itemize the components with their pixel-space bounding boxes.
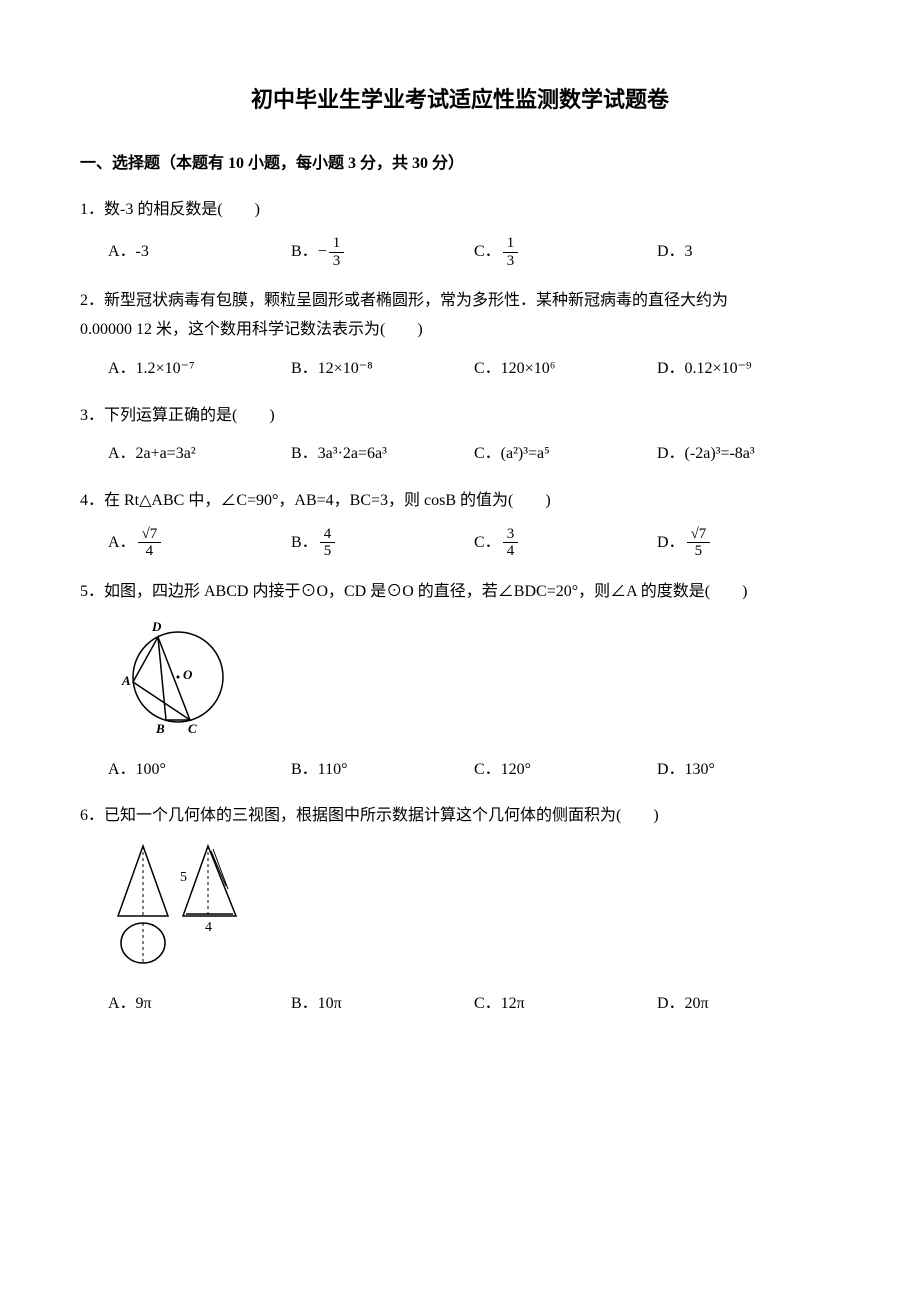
svg-text:C: C [188, 721, 197, 736]
q6-opt-c: C．12π [474, 990, 657, 1019]
q2-opt-a: A．1.2×10⁻⁷ [108, 355, 291, 384]
q2-opt-d: D．0.12×10⁻⁹ [657, 355, 840, 384]
q2-options: A．1.2×10⁻⁷ B．12×10⁻⁸ C．120×10⁶ D．0.12×10… [108, 355, 840, 384]
q5-opt-a: A．100° [108, 756, 291, 785]
q6-opt-b: B．10π [291, 990, 474, 1019]
q4-stem: 4．在 Rt△ABC 中，∠C=90°，AB=4，BC=3，则 cosB 的值为… [80, 487, 840, 516]
denominator: 5 [687, 543, 711, 560]
q1-opt-c: C． 13 [474, 235, 657, 269]
fraction: √75 [687, 526, 711, 560]
three-view-diagram-icon: 5 4 [108, 841, 268, 971]
q1-opt-b: B． − 13 [291, 235, 474, 269]
q3-opt-a: A．2a+a=3a² [108, 440, 291, 469]
svg-text:D: D [151, 619, 162, 634]
denominator: 5 [320, 543, 336, 560]
opt-label: B． [291, 529, 318, 558]
fraction: √74 [138, 526, 162, 560]
opt-label: C． [474, 529, 501, 558]
numerator: 4 [320, 526, 336, 544]
q1-opt-a: A．-3 [108, 238, 291, 267]
q5-figure: A D B C O [108, 617, 840, 748]
q3-opt-d: D．(-2a)³=-8a³ [657, 440, 840, 469]
q1-options: A．-3 B． − 13 C． 13 D．3 [108, 235, 840, 269]
numerator: 1 [503, 235, 519, 253]
svg-text:B: B [155, 721, 165, 736]
q6-figure: 5 4 [108, 841, 840, 982]
q4-opt-c: C． 34 [474, 526, 657, 560]
q6-opt-d: D．20π [657, 990, 840, 1019]
q5-opt-c: C．120° [474, 756, 657, 785]
svg-text:5: 5 [180, 870, 187, 885]
q5-opt-b: B．110° [291, 756, 474, 785]
opt-label: D．3 [657, 238, 693, 267]
svg-text:4: 4 [205, 920, 212, 935]
opt-label: A． [108, 529, 136, 558]
svg-text:O: O [183, 667, 193, 682]
opt-label: C． [474, 238, 501, 267]
denominator: 4 [503, 543, 519, 560]
fraction: 34 [503, 526, 519, 560]
q2-stem: 2．新型冠状病毒有包膜，颗粒呈圆形或者椭圆形，常为多形性．某种新冠病毒的直径大约… [80, 287, 840, 345]
q4-options: A． √74 B． 45 C． 34 D． √75 [108, 526, 840, 560]
denominator: 3 [329, 253, 345, 270]
q3-options: A．2a+a=3a² B．3a³·2a=6a³ C．(a²)³=a⁵ D．(-2… [108, 440, 840, 469]
denominator: 4 [138, 543, 162, 560]
q2-stem-line2: 0.00000 12 米，这个数用科学记数法表示为( ) [80, 316, 840, 345]
q1-opt-d: D．3 [657, 238, 840, 267]
q3-stem: 3．下列运算正确的是( ) [80, 402, 840, 431]
q6-stem: 6．已知一个几何体的三视图，根据图中所示数据计算这个几何体的侧面积为( ) [80, 802, 840, 831]
fraction: 13 [503, 235, 519, 269]
numerator: 3 [503, 526, 519, 544]
q5-opt-d: D．130° [657, 756, 840, 785]
svg-text:A: A [121, 673, 131, 688]
opt-label: A．-3 [108, 238, 149, 267]
q6-options: A．9π B．10π C．12π D．20π [108, 990, 840, 1019]
q4-opt-b: B． 45 [291, 526, 474, 560]
q2-opt-b: B．12×10⁻⁸ [291, 355, 474, 384]
fraction: 45 [320, 526, 336, 560]
q6-opt-a: A．9π [108, 990, 291, 1019]
q1-stem: 1．数-3 的相反数是( ) [80, 196, 840, 225]
q5-stem: 5．如图，四边形 ABCD 内接于⊙O，CD 是⊙O 的直径，若∠BDC=20°… [80, 578, 840, 607]
q2-stem-line1: 2．新型冠状病毒有包膜，颗粒呈圆形或者椭圆形，常为多形性．某种新冠病毒的直径大约… [80, 287, 840, 316]
numerator: √7 [138, 526, 162, 544]
denominator: 3 [503, 253, 519, 270]
q3-opt-b: B．3a³·2a=6a³ [291, 440, 474, 469]
numerator: √7 [687, 526, 711, 544]
q4-opt-a: A． √74 [108, 526, 291, 560]
q2-opt-c: C．120×10⁶ [474, 355, 657, 384]
q5-options: A．100° B．110° C．120° D．130° [108, 756, 840, 785]
section-header: 一、选择题（本题有 10 小题，每小题 3 分，共 30 分） [80, 150, 840, 179]
page-title: 初中毕业生学业考试适应性监测数学试题卷 [80, 80, 840, 120]
numerator: 1 [329, 235, 345, 253]
q3-opt-c: C．(a²)³=a⁵ [474, 440, 657, 469]
opt-label: D． [657, 529, 685, 558]
opt-label: B． [291, 238, 318, 267]
minus-sign: − [318, 238, 327, 267]
circle-diagram-icon: A D B C O [108, 617, 238, 737]
fraction: 13 [329, 235, 345, 269]
q4-opt-d: D． √75 [657, 526, 840, 560]
